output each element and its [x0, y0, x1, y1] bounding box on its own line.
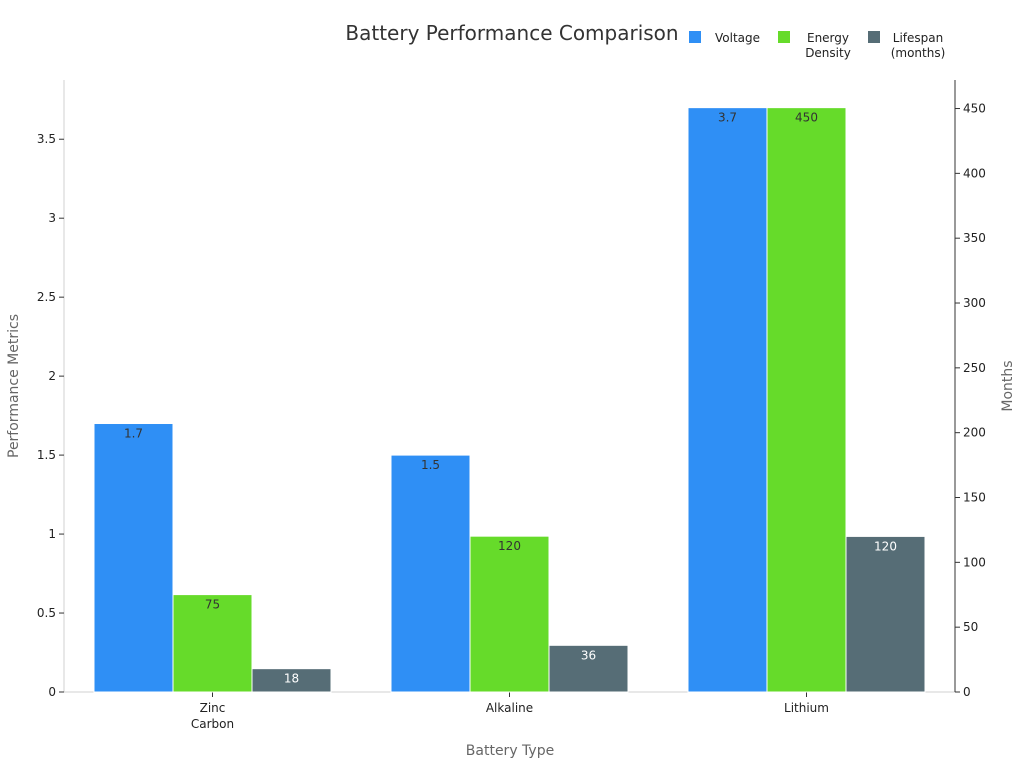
legend-label: Lifespan (months) [891, 31, 946, 60]
y-tick-label: 1 [48, 527, 56, 541]
y-tick-label: 0.5 [37, 606, 56, 620]
x-tick-label: Alkaline [486, 701, 533, 715]
bar-value-label: 75 [205, 598, 220, 612]
x-axis-title: Battery Type [466, 743, 554, 759]
bar-voltage [93, 423, 174, 693]
y-axis-title: Performance Metrics [6, 314, 22, 458]
y2-tick-label: 250 [963, 361, 986, 375]
bar-lifespan-months [548, 644, 629, 693]
y2-tick-label: 450 [963, 102, 986, 116]
bar-labels: 1.7 75 18 1.5 120 36 3.7 450 120 [124, 111, 897, 686]
y2-tick-label: 350 [963, 231, 986, 245]
y2-tick-label: 150 [963, 491, 986, 505]
y-tick-label: 2 [48, 369, 56, 383]
bars [93, 107, 926, 693]
bar-value-label: 450 [795, 111, 818, 125]
bar-lifespan-months [251, 668, 332, 693]
y2-tick-label: 50 [963, 620, 978, 634]
bar-energy-density [172, 594, 253, 693]
y-tick-label: 3.5 [37, 132, 56, 146]
y2-tick-label: 300 [963, 296, 986, 310]
x-tick-label: Zinc Carbon [191, 701, 234, 731]
y-tick-label: 2.5 [37, 290, 56, 304]
x-tick-label: Lithium [784, 701, 829, 715]
bar-value-label: 36 [581, 648, 596, 662]
y2-tick-label: 400 [963, 166, 986, 180]
legend-label: Energy Density [805, 31, 851, 60]
bar-value-label: 1.7 [124, 427, 143, 441]
y-tick-label: 1.5 [37, 448, 56, 462]
chart-title: Battery Performance Comparison [345, 21, 678, 45]
legend-swatch [778, 31, 790, 43]
bar-value-label: 3.7 [718, 111, 737, 125]
bar-value-label: 120 [498, 539, 521, 553]
y-tick-label: 3 [48, 211, 56, 225]
y-tick-label: 0 [48, 685, 56, 699]
legend-label: Voltage [715, 31, 760, 45]
y2-axis-title: Months [1000, 360, 1016, 411]
bar-voltage [687, 107, 768, 693]
y2-tick-label: 0 [963, 685, 971, 699]
bar-energy-density [469, 535, 550, 693]
bar-value-label: 1.5 [421, 458, 440, 472]
y2-tick-label: 100 [963, 555, 986, 569]
y2-tick-label: 200 [963, 426, 986, 440]
legend-swatch [689, 31, 701, 43]
axes: 0 0.5 1 1.5 2 2.5 3 3.5 0 50 100 150 200 250 300 350 400… [37, 80, 986, 731]
legend-swatch [868, 31, 880, 43]
bar-voltage [390, 454, 471, 693]
legend: Voltage Energy Density Lifespan (months) [689, 31, 945, 60]
bar-value-label: 120 [874, 539, 897, 553]
bar-energy-density [766, 107, 847, 693]
bar-lifespan-months [845, 535, 926, 693]
bar-value-label: 18 [284, 672, 299, 686]
